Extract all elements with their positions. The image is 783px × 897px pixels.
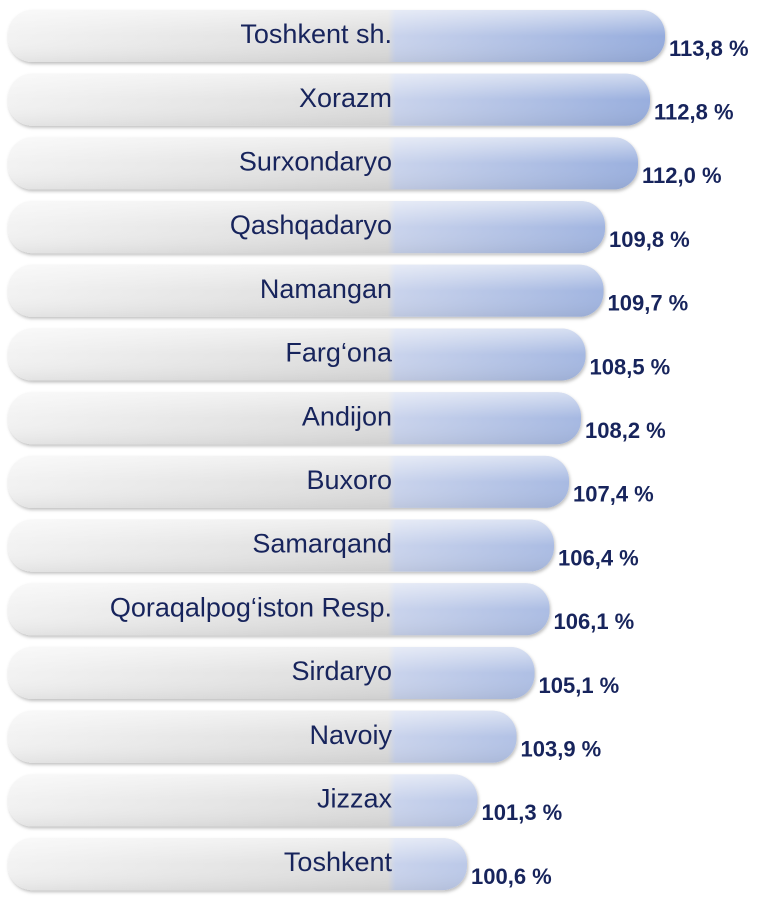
value-label: 113,8 % [669,36,749,61]
category-label: Qashqadaryo [230,210,392,240]
bar [8,647,535,699]
category-label: Xorazm [299,83,392,113]
bar [8,392,581,445]
category-label: Jizzax [317,784,393,814]
value-label: 108,2 % [585,418,666,443]
value-label: 105,1 % [539,673,620,698]
bar [8,710,517,763]
category-label: Sirdaryo [291,656,392,686]
category-label: Toshkent sh. [240,19,392,49]
value-label: 109,7 % [608,291,689,316]
value-label: 112,8 % [654,100,734,125]
value-label: 101,3 % [482,800,563,825]
value-label: 106,1 % [554,609,635,634]
category-label: Qoraqalpog‘iston Resp. [110,592,392,622]
value-label: 108,5 % [590,354,671,379]
category-label: Andijon [302,401,392,431]
value-label: 112,0 % [642,163,722,188]
bar [8,838,467,891]
category-label: Farg‘ona [285,338,393,368]
value-label: 109,8 % [609,227,690,252]
value-label: 106,4 % [558,545,639,570]
bar [8,774,478,827]
category-label: Buxoro [306,465,392,495]
category-label: Namangan [260,274,392,304]
bar [8,455,569,508]
value-label: 103,9 % [521,737,602,762]
category-label: Toshkent [284,847,393,877]
value-label: 100,6 % [471,864,552,889]
value-label: 107,4 % [573,482,654,507]
category-label: Surxondaryo [239,147,392,177]
category-label: Navoiy [309,720,392,750]
category-label: Samarqand [252,529,392,559]
